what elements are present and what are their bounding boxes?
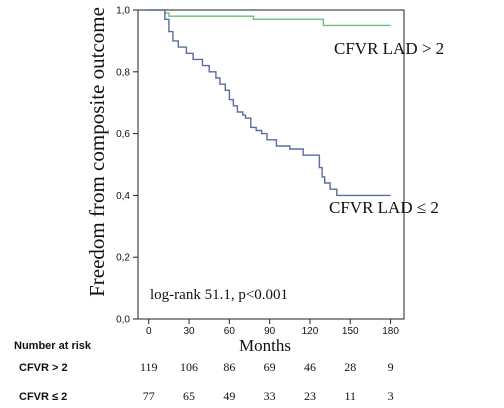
risk-table-value: 11 xyxy=(344,389,356,403)
y-tick-label: 0,2 xyxy=(116,253,130,264)
risk-table-value: 23 xyxy=(304,389,316,403)
x-tick-label: 180 xyxy=(382,326,399,337)
risk-table-row-label: CFVR > 2 xyxy=(19,362,68,374)
curve-label-cfvr-lad-le-2: CFVR LAD ≤ 2 xyxy=(329,198,439,217)
risk-table-value: 28 xyxy=(344,360,356,374)
y-tick-label: 0,8 xyxy=(116,67,130,78)
y-tick-label: 0,4 xyxy=(116,191,130,202)
series-line-cfvr-lad-le-2 xyxy=(148,9,391,197)
risk-table-value: 9 xyxy=(388,360,394,374)
risk-table-value: 106 xyxy=(180,360,198,374)
risk-table-value: 46 xyxy=(304,360,316,374)
curve-label-cfvr-lad-gt-2: CFVR LAD > 2 xyxy=(334,39,444,58)
y-tick-label: 0,6 xyxy=(116,129,130,140)
x-tick-label: 30 xyxy=(183,326,195,337)
x-tick-label: 0 xyxy=(146,326,152,337)
x-axis-label: Months xyxy=(239,336,291,355)
risk-table-value: 33 xyxy=(264,389,276,403)
log-rank-annotation: log-rank 51.1, p<0.001 xyxy=(150,287,288,303)
risk-table-title: Number at risk xyxy=(14,340,92,352)
series-line-cfvr-lad-gt-2 xyxy=(148,9,391,27)
risk-table-value: 69 xyxy=(264,360,276,374)
risk-table-row-label: CFVR ≤ 2 xyxy=(19,391,67,403)
y-tick-label: 0,0 xyxy=(116,315,130,326)
x-tick-label: 120 xyxy=(302,326,319,337)
y-axis: 0,0 0,2 0,4 0,6 0,8 1,0 xyxy=(116,6,138,326)
plot-border xyxy=(137,9,405,320)
risk-table-values: 119 106 86 69 46 28 9 77 65 49 33 23 11 3 xyxy=(140,360,394,403)
x-axis: 0 30 60 90 120 150 180 xyxy=(146,319,399,337)
risk-table-value: 65 xyxy=(183,389,195,403)
plot-frame xyxy=(137,9,405,320)
survival-curves xyxy=(148,9,391,197)
y-tick-label: 1,0 xyxy=(116,6,130,17)
x-tick-label: 90 xyxy=(264,326,276,337)
risk-table-value: 49 xyxy=(223,389,235,403)
risk-table-value: 3 xyxy=(388,389,394,403)
x-tick-label: 150 xyxy=(342,326,359,337)
x-tick-label: 60 xyxy=(224,326,236,337)
risk-table-value: 119 xyxy=(140,360,158,374)
risk-table-value: 77 xyxy=(143,389,155,403)
risk-table-value: 86 xyxy=(223,360,235,374)
y-axis-label: Freedom from composite outcome xyxy=(85,7,109,297)
